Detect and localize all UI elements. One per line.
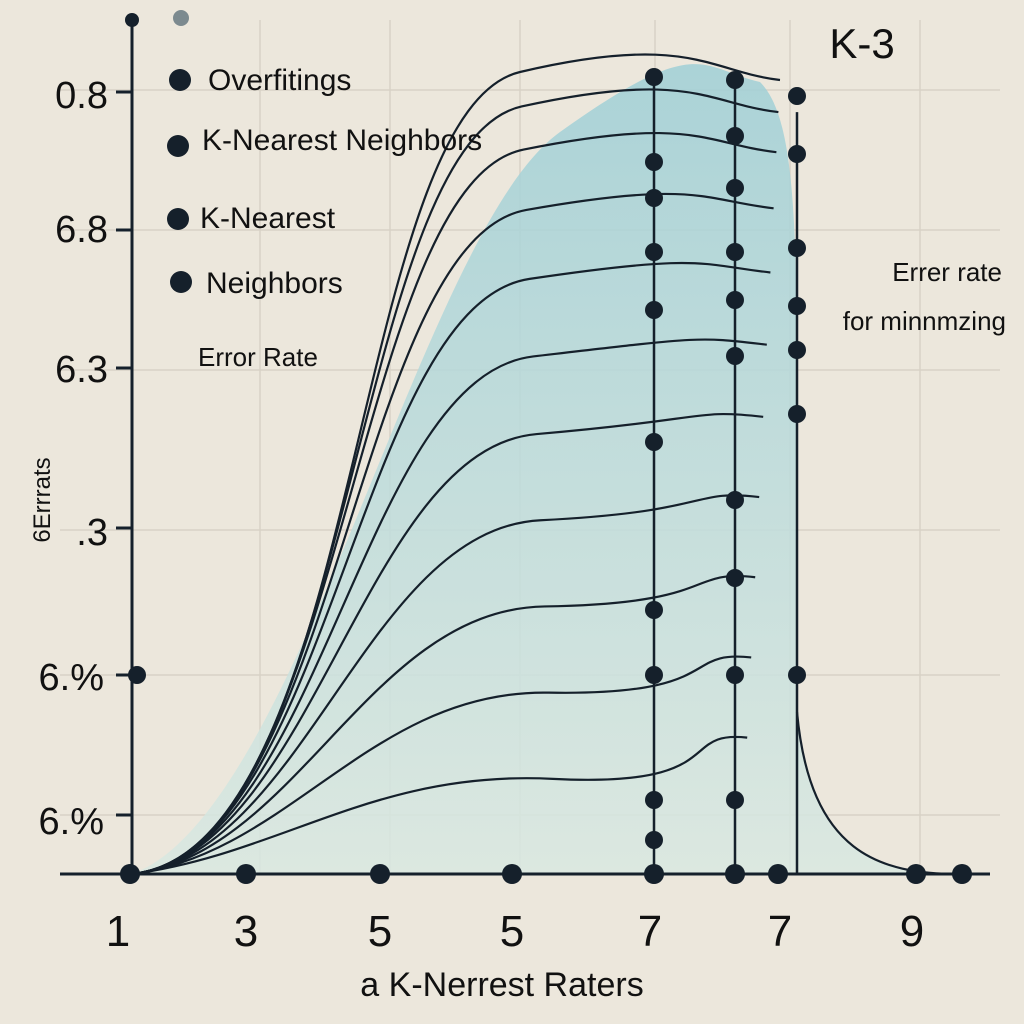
vertical-marker	[726, 291, 744, 309]
baseline-marker	[725, 864, 745, 884]
vertical-marker	[788, 239, 806, 257]
baseline-marker	[370, 864, 390, 884]
error-curve	[131, 338, 767, 876]
error-area	[132, 64, 960, 875]
y-tick-label: 6.8	[55, 209, 108, 251]
vertical-marker	[645, 433, 663, 451]
vertical-marker	[645, 601, 663, 619]
legend-label: K-Nearest	[200, 202, 336, 235]
error-curve	[131, 655, 752, 876]
baseline-marker	[236, 864, 256, 884]
vertical-marker	[645, 153, 663, 171]
x-tick-label: 1	[106, 907, 130, 956]
legend-label: Neighbors	[206, 267, 343, 300]
vertical-marker	[726, 791, 744, 809]
x-tick-label: 3	[234, 907, 258, 956]
tick-marks	[116, 90, 132, 817]
vertical-marker	[726, 666, 744, 684]
x-tick-label: 7	[638, 907, 662, 956]
legend-label: K-Nearest Neighbors	[202, 124, 482, 157]
legend-label: Overfitings	[208, 64, 351, 97]
vertical-marker	[645, 301, 663, 319]
legend: Overfitings K-Nearest Neighbors K-Neares…	[167, 64, 482, 300]
x-tick-label: 5	[368, 907, 392, 956]
vertical-marker	[788, 145, 806, 163]
vertical-marker	[788, 341, 806, 359]
vertical-marker	[788, 666, 806, 684]
vertical-marker	[788, 405, 806, 423]
annotation-error-rate: Error Rate	[198, 342, 318, 372]
error-curve	[131, 261, 771, 876]
y-tick-label: 6.%	[39, 657, 104, 699]
error-curves	[131, 53, 961, 876]
y-axis-label: 6Errrats	[29, 457, 56, 542]
vertical-marker	[726, 243, 744, 261]
vertical-marker	[645, 243, 663, 261]
legend-marker	[167, 135, 189, 157]
chart-title: K-3	[829, 20, 894, 67]
y-tick-label: 6.%	[39, 801, 104, 843]
data-markers	[120, 68, 972, 884]
vertical-marker	[645, 68, 663, 86]
annotation-minimizing: for minnmzing	[843, 306, 1006, 336]
vertical-marker	[726, 491, 744, 509]
x-axis-label: a K-Nerrest Raters	[360, 966, 643, 1004]
vertical-marker	[788, 297, 806, 315]
error-curve	[131, 53, 781, 876]
legend-marker	[169, 69, 191, 91]
x-tick-label: 7	[768, 907, 792, 956]
y-tick-label: .3	[76, 512, 108, 554]
annotation-errer-rate: Errer rate	[892, 257, 1002, 287]
baseline-marker	[120, 864, 140, 884]
error-curve	[131, 574, 756, 876]
baseline-marker	[502, 864, 522, 884]
vertical-marker	[726, 127, 744, 145]
vertical-marker	[726, 179, 744, 197]
x-tick-label: 9	[900, 907, 924, 956]
legend-marker	[170, 271, 192, 293]
vertical-marker	[645, 791, 663, 809]
error-curve	[131, 494, 760, 876]
y-tick-label: 0.8	[55, 75, 108, 117]
baseline-marker	[768, 864, 788, 884]
error-curve	[131, 735, 748, 876]
axis-marker	[128, 666, 146, 684]
baseline-marker	[952, 864, 972, 884]
vertical-marker	[726, 347, 744, 365]
vertical-marker	[645, 831, 663, 849]
axis-top-marker	[125, 13, 139, 27]
baseline-marker	[906, 864, 926, 884]
error-curve	[131, 412, 764, 876]
vertical-marker	[645, 189, 663, 207]
vertical-marker	[645, 666, 663, 684]
legend-marker	[167, 208, 189, 230]
vertical-marker	[726, 569, 744, 587]
y-tick-label: 6.3	[55, 349, 108, 391]
vertical-marker	[788, 87, 806, 105]
x-tick-label: 5	[500, 907, 524, 956]
vertical-marker	[726, 71, 744, 89]
axis-top-marker-faint	[173, 10, 189, 26]
baseline-marker	[644, 864, 664, 884]
